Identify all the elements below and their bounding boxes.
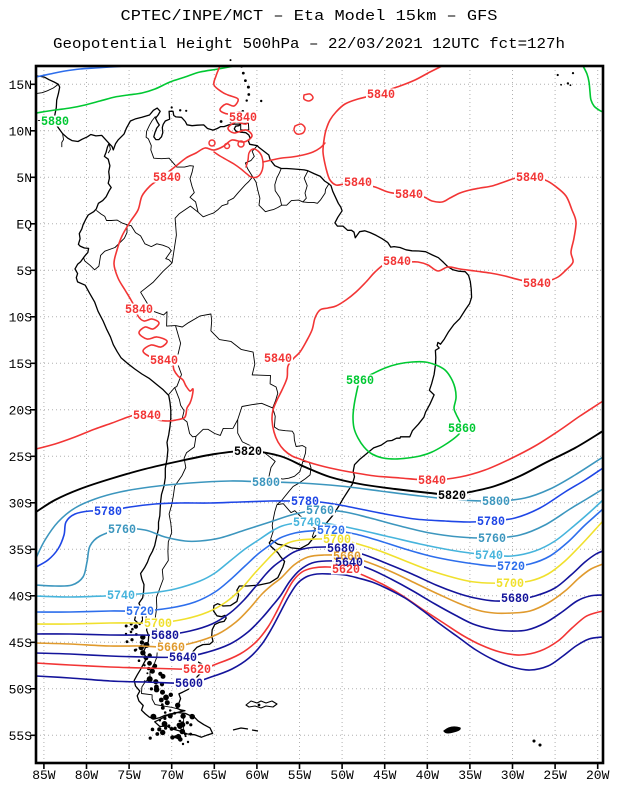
svg-text:5640: 5640	[169, 651, 197, 665]
svg-text:55S: 55S	[9, 729, 33, 744]
svg-text:65W: 65W	[203, 768, 227, 783]
svg-text:25S: 25S	[9, 450, 33, 465]
svg-text:25W: 25W	[543, 768, 567, 783]
svg-text:5760: 5760	[478, 532, 506, 546]
svg-text:CPTEC/INPE/MCT – Eta Model 15: CPTEC/INPE/MCT – Eta Model 15km – GFS	[121, 9, 498, 25]
svg-text:5680: 5680	[151, 629, 179, 643]
svg-text:5680: 5680	[501, 592, 529, 606]
svg-text:50W: 50W	[330, 768, 354, 783]
svg-text:75W: 75W	[117, 768, 141, 783]
svg-text:5840: 5840	[523, 277, 551, 291]
svg-text:5840: 5840	[125, 303, 153, 317]
svg-text:5800: 5800	[252, 476, 280, 490]
svg-text:5700: 5700	[323, 533, 351, 547]
svg-text:50S: 50S	[9, 682, 33, 697]
svg-text:5660: 5660	[157, 641, 185, 655]
svg-text:Geopotential Height 500hPa – 2: Geopotential Height 500hPa – 22/03/2021 …	[53, 37, 565, 53]
svg-text:5680: 5680	[327, 542, 355, 556]
svg-text:5840: 5840	[516, 171, 544, 185]
svg-text:45S: 45S	[9, 636, 33, 651]
svg-text:45W: 45W	[373, 768, 397, 783]
svg-text:80W: 80W	[75, 768, 99, 783]
svg-text:5740: 5740	[107, 589, 135, 603]
svg-text:20W: 20W	[586, 768, 610, 783]
svg-text:EQ: EQ	[16, 217, 32, 232]
svg-text:5840: 5840	[133, 409, 161, 423]
svg-text:5740: 5740	[293, 516, 321, 530]
svg-text:55W: 55W	[288, 768, 312, 783]
svg-text:5780: 5780	[291, 495, 319, 509]
svg-text:5780: 5780	[477, 515, 505, 529]
svg-text:30W: 30W	[501, 768, 525, 783]
svg-text:5760: 5760	[108, 523, 136, 537]
svg-text:5720: 5720	[126, 605, 154, 619]
svg-text:5N: 5N	[16, 171, 32, 186]
svg-text:10N: 10N	[9, 124, 32, 139]
svg-text:5840: 5840	[264, 352, 292, 366]
svg-text:5840: 5840	[344, 176, 372, 190]
svg-text:5700: 5700	[144, 617, 172, 631]
svg-text:5840: 5840	[418, 474, 446, 488]
svg-text:5820: 5820	[234, 445, 262, 459]
svg-text:15S: 15S	[9, 357, 33, 372]
svg-text:5820: 5820	[438, 489, 466, 503]
svg-text:40S: 40S	[9, 589, 33, 604]
svg-text:5620: 5620	[183, 663, 211, 677]
svg-text:5840: 5840	[367, 88, 395, 102]
svg-text:5780: 5780	[94, 505, 122, 519]
svg-text:70W: 70W	[160, 768, 184, 783]
svg-text:5760: 5760	[306, 504, 334, 518]
svg-text:5840: 5840	[383, 255, 411, 269]
svg-text:5840: 5840	[150, 354, 178, 368]
svg-text:15N: 15N	[9, 78, 32, 93]
svg-text:85W: 85W	[32, 768, 56, 783]
svg-text:60W: 60W	[245, 768, 269, 783]
svg-text:5860: 5860	[346, 374, 374, 388]
svg-text:5720: 5720	[317, 524, 345, 538]
svg-text:5840: 5840	[153, 171, 181, 185]
svg-text:20S: 20S	[9, 403, 33, 418]
svg-text:5880: 5880	[41, 115, 69, 129]
svg-text:5840: 5840	[229, 111, 257, 125]
svg-text:5600: 5600	[175, 677, 203, 691]
svg-text:5640: 5640	[335, 556, 363, 570]
svg-text:5860: 5860	[448, 422, 476, 436]
svg-text:5S: 5S	[16, 264, 32, 279]
svg-text:5620: 5620	[332, 563, 360, 577]
svg-text:30S: 30S	[9, 496, 33, 511]
svg-text:5720: 5720	[497, 560, 525, 574]
svg-text:35W: 35W	[458, 768, 482, 783]
svg-text:5740: 5740	[475, 549, 503, 563]
svg-text:10S: 10S	[9, 310, 33, 325]
svg-text:5700: 5700	[496, 577, 524, 591]
svg-text:5840: 5840	[395, 188, 423, 202]
svg-text:5660: 5660	[333, 550, 361, 564]
svg-text:5800: 5800	[482, 495, 510, 509]
svg-text:40W: 40W	[416, 768, 440, 783]
svg-text:35S: 35S	[9, 543, 33, 558]
